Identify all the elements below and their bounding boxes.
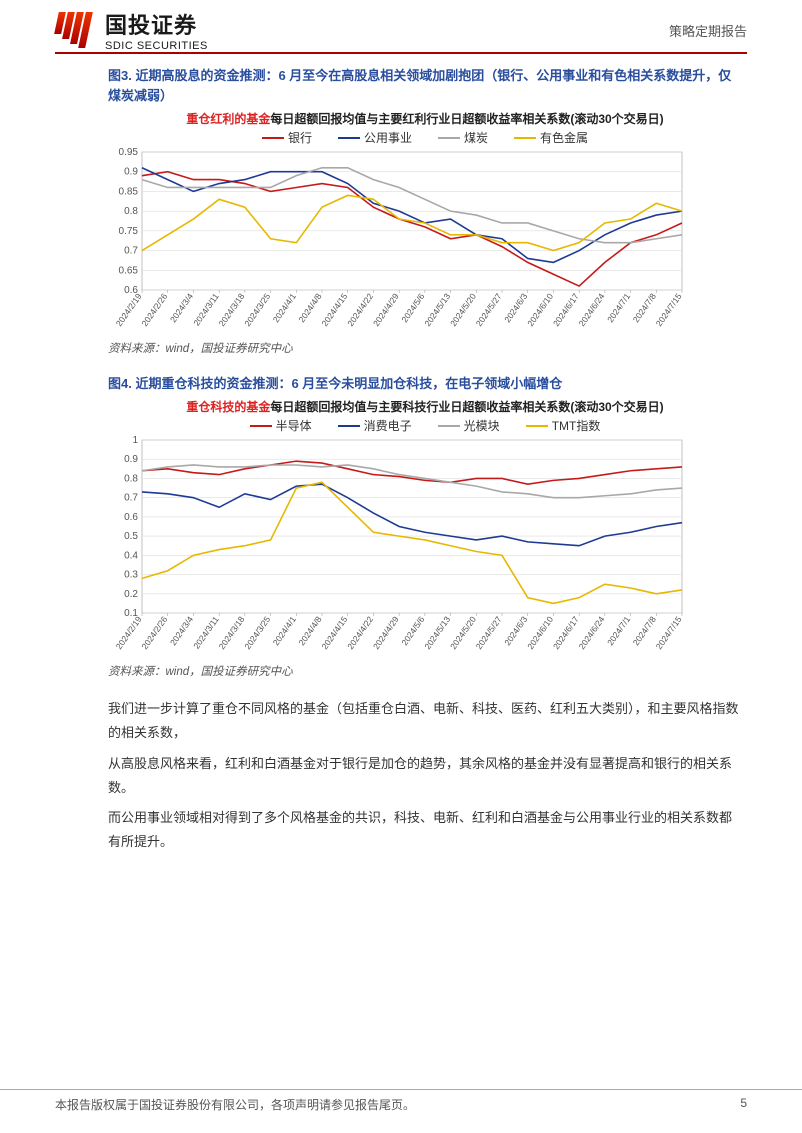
logo-text-en: SDIC SECURITIES	[105, 40, 208, 52]
svg-text:2024/7/15: 2024/7/15	[654, 615, 684, 652]
svg-text:0.7: 0.7	[124, 246, 138, 257]
svg-text:2024/5/6: 2024/5/6	[399, 291, 426, 324]
figure3-subtitle: 重仓红利的基金每日超额回报均值与主要红利行业日超额收益率相关系数(滚动30个交易…	[108, 110, 742, 127]
svg-text:2024/3/4: 2024/3/4	[168, 615, 195, 648]
svg-text:0.2: 0.2	[124, 589, 138, 600]
svg-text:2024/6/3: 2024/6/3	[502, 615, 529, 648]
svg-text:2024/3/25: 2024/3/25	[242, 615, 272, 652]
legend-item: 半导体	[250, 417, 312, 434]
svg-text:2024/4/29: 2024/4/29	[371, 615, 401, 652]
svg-text:2024/5/27: 2024/5/27	[474, 291, 504, 328]
figure4-source: 资料来源：wind，国投证券研究中心	[108, 663, 742, 679]
header-report-type: 策略定期报告	[669, 21, 747, 40]
svg-text:0.9: 0.9	[124, 167, 138, 178]
svg-text:2024/5/6: 2024/5/6	[399, 615, 426, 648]
legend-item: 煤炭	[438, 129, 488, 146]
svg-text:2024/4/1: 2024/4/1	[271, 291, 298, 324]
figure4-title: 图4. 近期重仓科技的资金推测：6 月至今未明显加仓科技，在电子领域小幅增仓	[108, 374, 742, 394]
svg-text:2024/3/4: 2024/3/4	[168, 291, 195, 324]
svg-text:0.8: 0.8	[124, 474, 138, 485]
svg-text:2024/3/25: 2024/3/25	[242, 291, 272, 328]
body-paragraph-2: 从高股息风格来看，红利和白酒基金对于银行是加仓的趋势，其余风格的基金并没有显著提…	[108, 752, 742, 800]
svg-text:0.65: 0.65	[119, 266, 139, 277]
svg-text:2024/4/8: 2024/4/8	[296, 615, 323, 648]
logo-text-cn: 国投证券	[105, 8, 208, 40]
figure3-source: 资料来源：wind，国投证券研究中心	[108, 340, 742, 356]
svg-text:2024/6/3: 2024/6/3	[502, 291, 529, 324]
figure3-chart: 0.60.650.70.750.80.850.90.952024/2/19202…	[108, 148, 688, 338]
svg-text:2024/6/24: 2024/6/24	[577, 291, 607, 328]
svg-text:2024/5/27: 2024/5/27	[474, 615, 504, 652]
svg-text:2024/7/8: 2024/7/8	[631, 291, 658, 324]
svg-text:0.8: 0.8	[124, 206, 138, 217]
svg-text:0.6: 0.6	[124, 512, 138, 523]
svg-text:0.7: 0.7	[124, 493, 138, 504]
legend-item: 有色金属	[514, 129, 588, 146]
svg-text:2024/7/8: 2024/7/8	[631, 615, 658, 648]
figure3-title: 图3. 近期高股息的资金推测：6 月至今在高股息相关领域加剧抱团（银行、公用事业…	[108, 66, 742, 106]
body-paragraph-1: 我们进一步计算了重仓不同风格的基金（包括重仓白酒、电新、科技、医药、红利五大类别…	[108, 697, 742, 745]
legend-item: 银行	[262, 129, 312, 146]
svg-text:2024/6/24: 2024/6/24	[577, 615, 607, 652]
footer-page-number: 5	[740, 1096, 747, 1113]
svg-text:2024/2/26: 2024/2/26	[139, 291, 169, 328]
svg-text:2024/7/1: 2024/7/1	[605, 615, 632, 648]
svg-text:2024/7/15: 2024/7/15	[654, 291, 684, 328]
brand-logo: 国投证券 SDIC SECURITIES	[55, 8, 208, 52]
figure4-subtitle: 重仓科技的基金每日超额回报均值与主要科技行业日超额收益率相关系数(滚动30个交易…	[108, 398, 742, 415]
svg-text:1: 1	[132, 436, 138, 446]
svg-text:2024/4/29: 2024/4/29	[371, 291, 401, 328]
figure4-chart: 0.10.20.30.40.50.60.70.80.912024/2/19202…	[108, 436, 688, 661]
figure4-legend: 半导体 消费电子 光模块 TMT指数	[108, 417, 742, 434]
footer-copyright: 本报告版权属于国投证券股份有限公司，各项声明请参见报告尾页。	[55, 1096, 415, 1113]
svg-text:2024/4/1: 2024/4/1	[271, 615, 298, 648]
legend-item: TMT指数	[526, 417, 601, 434]
svg-text:2024/7/1: 2024/7/1	[605, 291, 632, 324]
legend-item: 消费电子	[338, 417, 412, 434]
svg-text:0.75: 0.75	[119, 226, 139, 237]
legend-item: 公用事业	[338, 129, 412, 146]
legend-item: 光模块	[438, 417, 500, 434]
logo-icon	[51, 12, 101, 48]
svg-text:0.4: 0.4	[124, 551, 138, 562]
figure3-legend: 银行 公用事业 煤炭 有色金属	[108, 129, 742, 146]
svg-text:0.3: 0.3	[124, 570, 138, 581]
svg-text:0.9: 0.9	[124, 455, 138, 466]
svg-text:0.5: 0.5	[124, 532, 138, 543]
svg-text:0.95: 0.95	[119, 148, 139, 158]
body-paragraph-3: 而公用事业领域相对得到了多个风格基金的共识，科技、电新、红利和白酒基金与公用事业…	[108, 806, 742, 854]
svg-text:2024/4/8: 2024/4/8	[296, 291, 323, 324]
svg-text:2024/2/26: 2024/2/26	[139, 615, 169, 652]
svg-text:0.85: 0.85	[119, 187, 139, 198]
